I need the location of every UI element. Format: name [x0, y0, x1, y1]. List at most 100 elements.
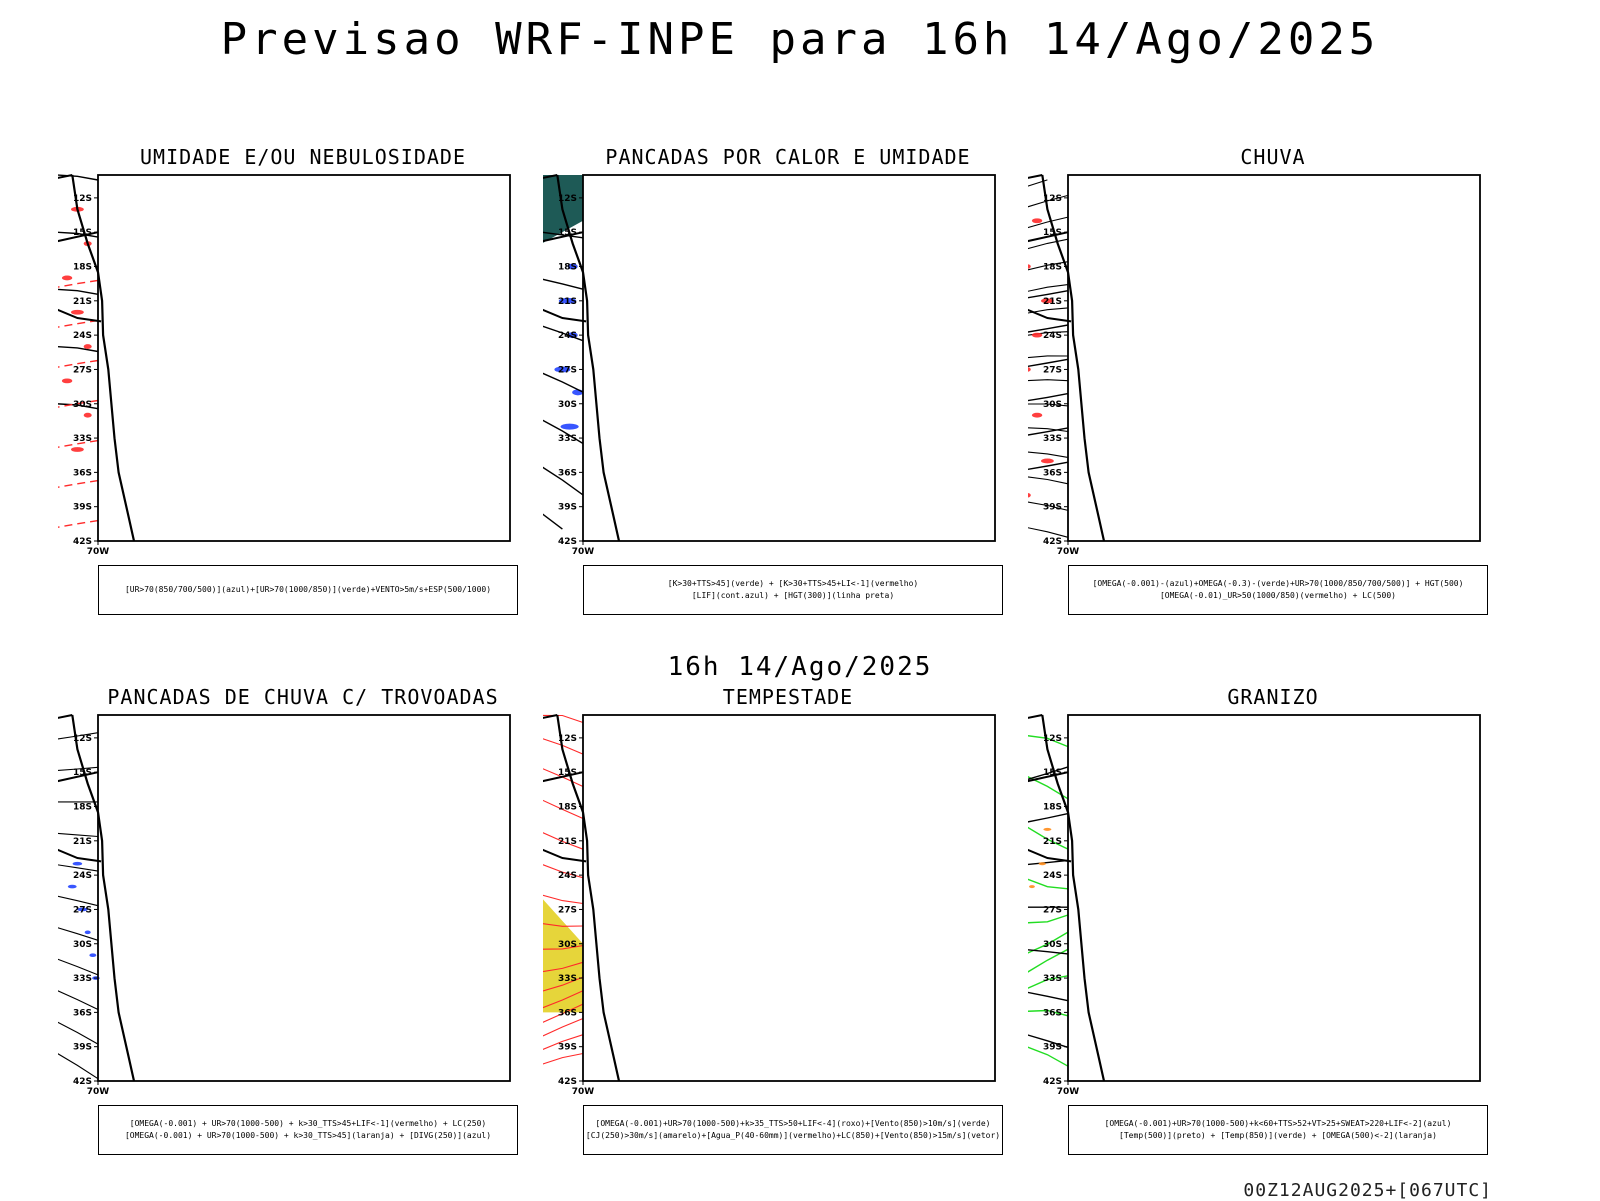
streamline [58, 1021, 99, 1045]
lat-tick-label: 18S [1043, 263, 1062, 273]
lat-tick-label: 24S [558, 871, 577, 881]
panel-humidity: UMIDADE E/OU NEBULOSIDADE 10161020102410… [58, 145, 548, 620]
streamline [58, 832, 99, 838]
jet-yellow [543, 899, 583, 1013]
lat-tick-label: 30S [73, 400, 92, 410]
lat-tick-label: 36S [1043, 468, 1062, 478]
lat-tick-label: 12S [73, 194, 92, 204]
legend-line: [OMEGA(-0.001)+UR>70(1000-500)+k<60+TTS>… [1104, 1119, 1452, 1128]
rain-red [1041, 298, 1054, 304]
lat-tick-label: 18S [558, 803, 577, 813]
lat-tick-label: 42S [73, 1077, 92, 1087]
lat-tick-label: 27S [73, 365, 92, 375]
lat-tick-label: 39S [73, 503, 92, 513]
coastline-west [556, 174, 621, 542]
panel-storm: TEMPESTADE 12S 15S 18S 21S 24S 27S 30S 33S 36S 39… [543, 685, 1033, 1160]
lat-tick-label: 36S [558, 1008, 577, 1018]
legend-box: [OMEGA(-0.001) + UR>70(1000-500) + k>30_… [98, 1105, 518, 1155]
legend-line: [OMEGA(-0.001)+UR>70(1000-500)+k>35_TTS>… [595, 1119, 991, 1128]
omega-orange [1038, 862, 1046, 866]
plot-frame [1067, 174, 1481, 542]
lat-tick-label: 42S [1043, 1077, 1062, 1087]
omega-orange [1043, 827, 1052, 831]
lat-tick-label: 15S [558, 768, 577, 778]
state-border [58, 848, 102, 863]
rain-red [1031, 412, 1043, 418]
panel-heat-showers: PANCADAS POR CALOR E UMIDADE 96009520944… [543, 145, 1033, 620]
lat-tick-label: 15S [1043, 228, 1062, 238]
lat-tick-label: 33S [558, 974, 577, 984]
rain-red [1028, 492, 1031, 498]
lon-tick-label: 70W [87, 1087, 110, 1097]
cloud-red [71, 309, 84, 315]
cloud-red [61, 275, 73, 281]
lat-tick-label: 27S [558, 905, 577, 915]
lat-tick-label: 42S [558, 1077, 577, 1087]
thickness-line [58, 519, 99, 528]
state-border [543, 714, 558, 719]
coastline-west [71, 714, 136, 1082]
lat-tick-label: 33S [73, 974, 92, 984]
lon-tick-label: 70W [1057, 547, 1080, 557]
lat-tick-label: 12S [1043, 194, 1062, 204]
lif-blue [554, 366, 571, 373]
lat-tick-label: 12S [73, 734, 92, 744]
state-border [1028, 848, 1072, 863]
map-storm: 12S15S18S21S24S27S30S33S36S39S42S70W65W6… [543, 714, 996, 1097]
map-rain: 58257957657357056712S15S18S21S24S27S30S3… [1028, 174, 1481, 557]
lat-tick-label: 30S [1043, 400, 1062, 410]
legend-line: [UR>70(850/700/500)](azul)+[UR>70(1000/8… [124, 585, 492, 594]
panel-title: TEMPESTADE [722, 685, 854, 709]
lat-tick-label: 24S [73, 331, 92, 341]
divergence-blue [72, 861, 83, 866]
lat-tick-label: 30S [558, 400, 577, 410]
lon-tick-label: 70W [87, 547, 110, 557]
lat-tick-label: 36S [558, 468, 577, 478]
lat-tick-label: 12S [558, 734, 577, 744]
lat-tick-label: 36S [73, 468, 92, 478]
lat-tick-label: 42S [1043, 537, 1062, 547]
lat-tick-label: 33S [73, 434, 92, 444]
lat-tick-label: 18S [1043, 803, 1062, 813]
lat-tick-label: 39S [558, 1043, 577, 1053]
rain-red [1031, 218, 1043, 224]
lat-tick-label: 36S [73, 1008, 92, 1018]
panel-title: CHUVA [1240, 145, 1306, 169]
map-heat-showers: 96009520944093609280920012S15S18S21S24S2… [543, 174, 996, 557]
lat-tick-label: 39S [558, 503, 577, 513]
coastline-west [71, 174, 136, 542]
cloud-red [61, 378, 73, 384]
panel-title: PANCADAS POR CALOR E UMIDADE [605, 145, 971, 169]
lon-tick-label: 70W [1057, 1087, 1080, 1097]
lat-tick-label: 27S [1043, 905, 1062, 915]
lat-tick-label: 27S [1043, 365, 1062, 375]
legend-box: [OMEGA(-0.001)-(azul)+OMEGA(-0.3)-(verde… [1068, 565, 1488, 615]
legend-box: [K>30+TTS>45](verde) + [K>30+TTS>45+LI<-… [583, 565, 1003, 615]
run-info: 00Z12AUG2025+[067UTC] [1243, 1180, 1492, 1201]
streamline [1028, 527, 1069, 538]
lif-blue [558, 297, 577, 304]
streamline-red [543, 1052, 584, 1065]
lat-tick-label: 15S [73, 768, 92, 778]
lat-tick-label: 42S [558, 537, 577, 547]
divergence-blue [84, 930, 91, 935]
legend-line: [OMEGA(-0.01)_UR>50(1000/850)(vermelho) … [1159, 591, 1396, 600]
lat-tick-label: 12S [558, 194, 577, 204]
divergence-blue [89, 953, 97, 957]
plot-frame [97, 174, 511, 542]
cloud-red [71, 447, 84, 452]
legend-box: [UR>70(850/700/500)](azul)+[UR>70(1000/8… [98, 565, 518, 615]
lat-tick-label: 27S [73, 905, 92, 915]
coastline-west [556, 714, 621, 1082]
lat-tick-label: 21S [73, 837, 92, 847]
lon-tick-label: 70W [572, 547, 595, 557]
state-border [543, 308, 587, 323]
lat-tick-label: 12S [1043, 734, 1062, 744]
lat-tick-label: 24S [1043, 331, 1062, 341]
panel-thunderstorm-showers: PANCADAS DE CHUVA C/ TROVOADAS 12S 15S 18S… [58, 685, 548, 1160]
rain-red [1028, 264, 1031, 269]
lat-tick-label: 33S [1043, 974, 1062, 984]
streamline [58, 1053, 99, 1080]
state-border [1028, 308, 1072, 323]
panel-rain: CHUVA 58257957657357056712S15S18S21S24S2… [1028, 145, 1518, 620]
